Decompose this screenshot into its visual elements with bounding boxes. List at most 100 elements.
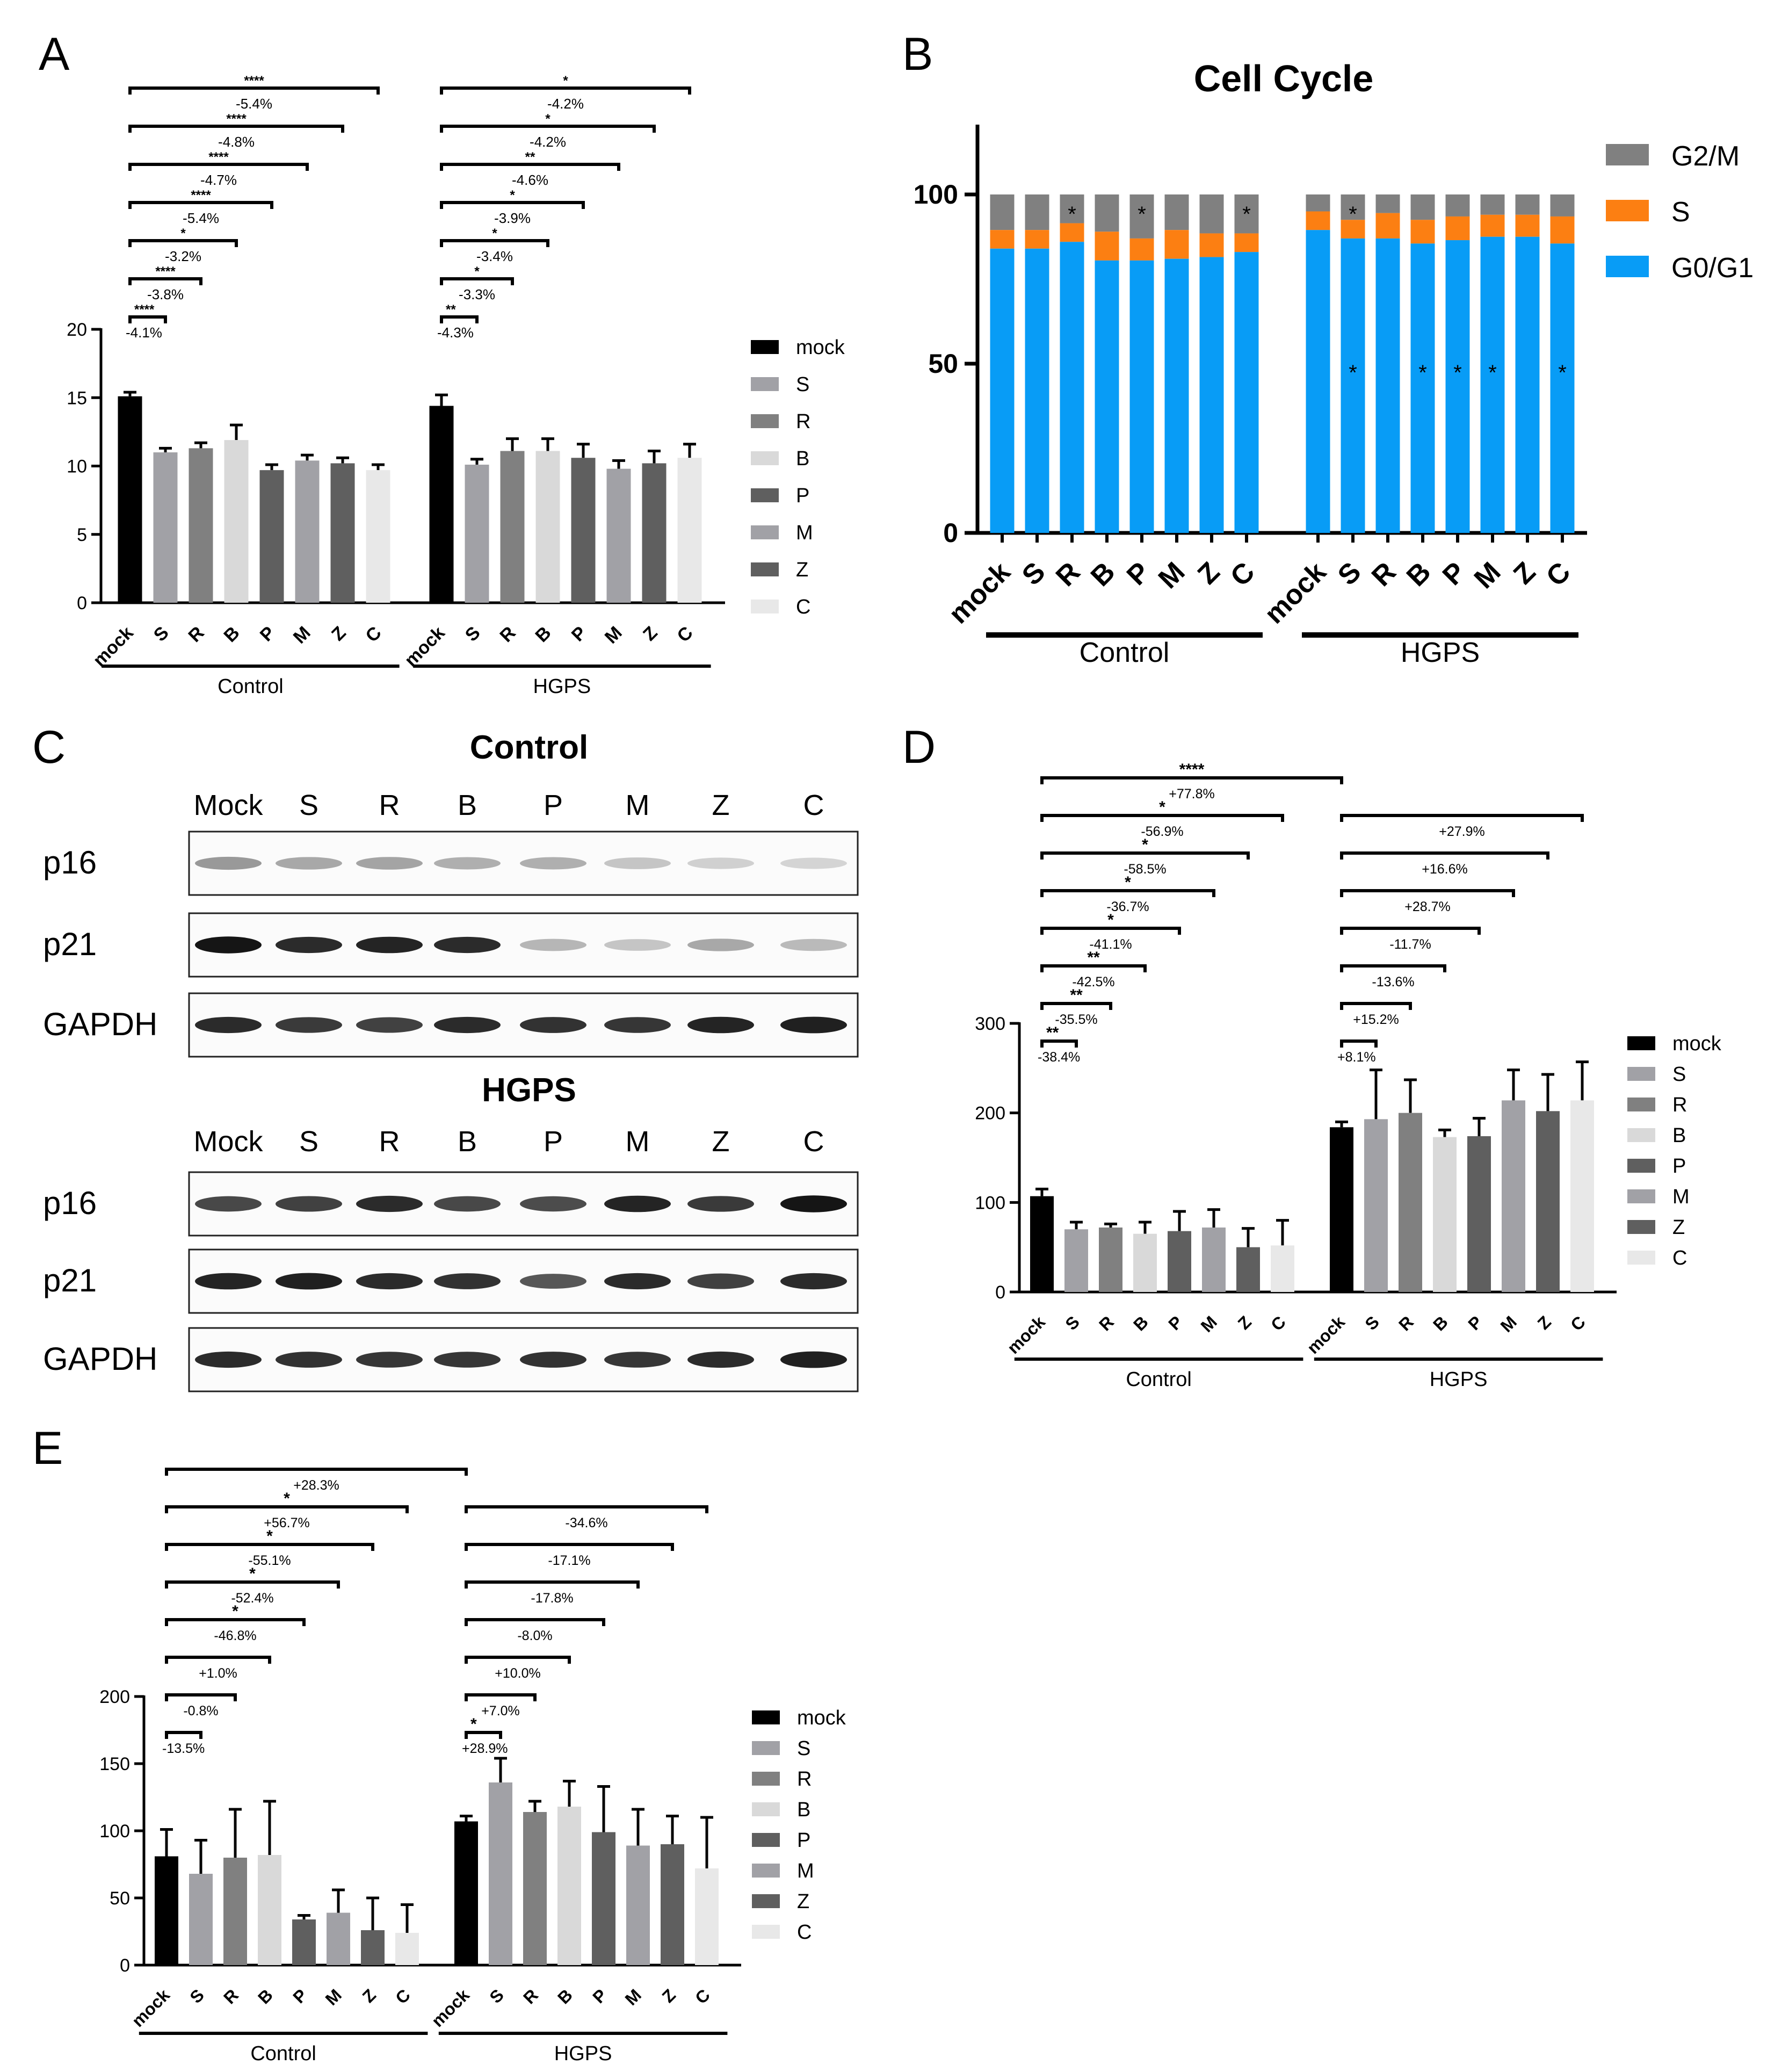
- blot-band: [780, 938, 847, 951]
- comparison-bracket: [1340, 964, 1446, 972]
- legend-swatch: [752, 1864, 780, 1878]
- bar: [677, 458, 702, 603]
- comparison-bracket: [165, 1656, 271, 1664]
- comparison-bracket: [465, 1693, 537, 1701]
- significance-stars: *: [1125, 873, 1131, 891]
- g2m-bar-segment: [1129, 194, 1154, 239]
- comparison-bracket: [1340, 1039, 1378, 1048]
- legend-swatch: [751, 525, 779, 539]
- legend-swatch: [1606, 200, 1649, 221]
- s-bar-segment: [1410, 220, 1435, 244]
- bar: [223, 1858, 247, 1965]
- bar: [500, 451, 525, 603]
- blot-band: [604, 1273, 671, 1290]
- x-tick-label: R: [220, 1985, 242, 2008]
- significance-stars: **: [1046, 1024, 1059, 1042]
- comparison-bracket: [440, 163, 620, 171]
- legend-swatch: [752, 1925, 780, 1939]
- comparison-bracket: [440, 239, 549, 247]
- blot-lane-label: B: [458, 1125, 477, 1158]
- blot-band: [276, 1196, 342, 1212]
- comparison-bracket: [165, 1543, 374, 1551]
- bar: [606, 468, 631, 603]
- panel-letter-c: C: [32, 721, 66, 773]
- g0g1-bar-segment: [1410, 243, 1435, 533]
- s-bar-segment: [1164, 230, 1189, 259]
- legend-label: B: [797, 1799, 810, 1821]
- comparison-bracket: [1040, 1039, 1078, 1048]
- bar: [1236, 1247, 1260, 1292]
- g2m-star: *: [1242, 203, 1251, 226]
- g2m-bar-segment: [1341, 194, 1365, 220]
- x-tick-label: mock: [428, 1985, 473, 2031]
- blot-band: [356, 1195, 423, 1212]
- s-bar-segment: [1375, 213, 1400, 239]
- comparison-bracket: [1040, 927, 1181, 935]
- comparison-label: -4.6%: [512, 172, 548, 188]
- legend-swatch: [1627, 1098, 1655, 1111]
- group-label: HGPS: [554, 2042, 612, 2065]
- bar: [1570, 1100, 1594, 1292]
- legend-label: M: [797, 1860, 814, 1882]
- comparison-bracket: [465, 1543, 674, 1551]
- blot-band: [780, 857, 847, 869]
- comparison-label: -34.6%: [565, 1515, 607, 1530]
- blot-band: [520, 1352, 586, 1368]
- s-bar-segment: [1445, 216, 1470, 241]
- x-tick-label: B: [1401, 556, 1437, 593]
- g2m-bar-segment: [1060, 194, 1084, 223]
- panel-letter-d: D: [902, 721, 936, 773]
- x-tick-label: mock: [128, 1985, 173, 2031]
- y-tick-label: 50: [928, 349, 958, 379]
- comparison-bracket: [128, 277, 202, 285]
- legend-label: G0/G1: [1671, 252, 1754, 284]
- significance-stars: ****: [226, 112, 247, 126]
- blot-band: [780, 1273, 847, 1290]
- comparison-label: +7.0%: [481, 1703, 520, 1719]
- panel-letter-e: E: [32, 1423, 63, 1474]
- comparison-label: -17.1%: [548, 1553, 590, 1568]
- comparison-label: -13.5%: [162, 1741, 205, 1756]
- comparison-bracket: [1040, 964, 1147, 972]
- bar: [1099, 1228, 1122, 1292]
- comparison-label: -8.0%: [517, 1628, 552, 1643]
- y-tick-label: 0: [943, 518, 958, 548]
- blot-lane-label: Z: [712, 789, 730, 821]
- x-tick-label: M: [322, 1985, 345, 2009]
- blot-band: [276, 1017, 342, 1033]
- g0g1-bar-segment: [1060, 242, 1084, 533]
- x-tick-label: M: [621, 1985, 645, 2009]
- blot-band: [356, 1352, 423, 1368]
- y-tick-label: 20: [67, 320, 87, 340]
- x-tick-label: C: [392, 1985, 414, 2008]
- legend-swatch: [752, 1833, 780, 1847]
- x-tick-label: B: [531, 623, 555, 646]
- blot-row-label: p16: [43, 844, 97, 880]
- y-tick-label: 5: [77, 525, 87, 545]
- significance-stars: *: [232, 1602, 238, 1620]
- comparison-label: +56.7%: [264, 1515, 310, 1530]
- blot-band: [356, 1017, 423, 1033]
- comparison-bracket: [1340, 927, 1481, 935]
- x-tick-label: M: [1468, 556, 1507, 595]
- g2m-bar-segment: [1480, 194, 1505, 215]
- x-tick-label: C: [1567, 1312, 1589, 1334]
- blot-band: [520, 938, 586, 951]
- x-tick-label: B: [1085, 556, 1121, 593]
- comparison-bracket: [165, 1468, 468, 1476]
- x-tick-label: C: [673, 623, 697, 646]
- x-tick-label: S: [150, 623, 173, 646]
- blot-band: [276, 1273, 342, 1290]
- legend-label: S: [1672, 1063, 1686, 1086]
- x-tick-label: S: [461, 623, 484, 646]
- blot-lane-label: R: [379, 789, 400, 821]
- significance-stars: *: [1107, 911, 1114, 929]
- g2m-bar-segment: [1306, 194, 1330, 212]
- blot-band: [687, 1016, 754, 1034]
- legend-swatch: [751, 600, 779, 613]
- bar: [429, 406, 454, 603]
